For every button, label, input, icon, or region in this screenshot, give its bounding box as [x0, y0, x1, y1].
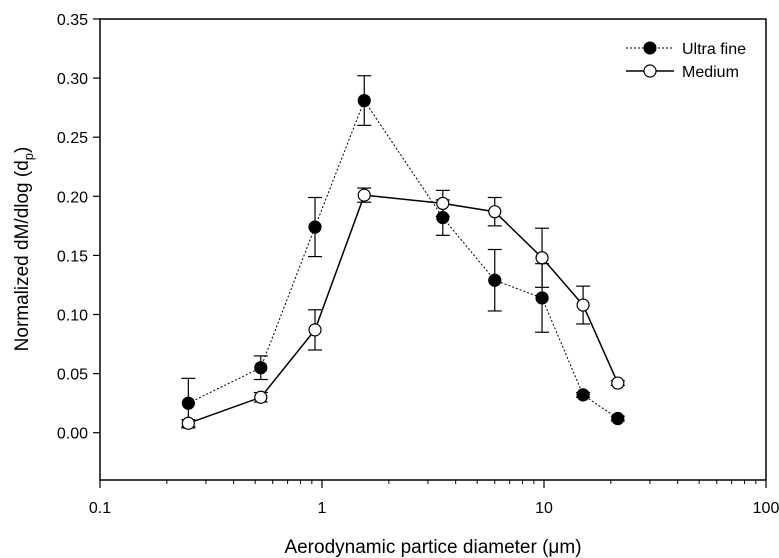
legend-marker-ultra-fine [643, 41, 657, 55]
legend-label-medium: Medium [682, 64, 739, 81]
y-tick-label: 0.00 [57, 426, 88, 443]
data-point [576, 388, 590, 402]
data-point [308, 323, 322, 337]
y-tick-label: 0.35 [57, 12, 88, 29]
data-point [611, 376, 625, 390]
data-point [308, 220, 322, 234]
data-point [488, 205, 502, 219]
y-tick-label: 0.20 [57, 189, 88, 206]
y-axis-label-close: ) [12, 147, 33, 153]
series-line [188, 194, 619, 425]
series-layer [181, 75, 625, 430]
x-axis: 0.1 1 10 100 [89, 480, 779, 517]
y-tick-label: 0.10 [57, 308, 88, 325]
data-point [254, 390, 268, 404]
y-tick-label: 0.30 [57, 71, 88, 88]
x-tick-label: 1 [318, 500, 327, 517]
y-axis-label: Normalized dM/dlog (dp) [12, 147, 36, 352]
data-point [576, 298, 590, 312]
data-point [254, 361, 268, 375]
x-tick-label: 10 [535, 500, 553, 517]
data-point [611, 411, 625, 426]
data-point [488, 273, 502, 287]
y-axis-label-main: Normalized dM/dlog (d [12, 160, 33, 351]
legend-label-ultra-fine: Ultra fine [682, 41, 746, 58]
legend-marker-medium [643, 64, 657, 78]
y-tick-label: 0.05 [57, 367, 88, 384]
x-tick-label: 0.1 [89, 500, 111, 517]
data-point [535, 251, 549, 265]
data-point [535, 291, 549, 305]
y-tick-label: 0.15 [57, 248, 88, 265]
y-tick-label: 0.25 [57, 130, 88, 147]
plot-frame [99, 18, 767, 481]
data-point [181, 396, 195, 410]
series-ultra-fine [181, 75, 625, 429]
legend: Ultra fine Medium [626, 41, 746, 81]
data-point [357, 93, 371, 108]
x-axis-label: Aerodynamic partice diameter (μm) [284, 537, 581, 558]
series-medium [181, 187, 625, 430]
data-point [181, 416, 195, 430]
data-point [357, 188, 371, 202]
y-axis-label-subscript: p [21, 153, 36, 160]
data-point [436, 196, 450, 210]
y-axis: 0.00 0.05 0.10 0.15 0.20 0.25 0.30 0.35 [57, 12, 100, 443]
series-line [188, 99, 619, 419]
x-tick-label: 100 [753, 500, 779, 517]
